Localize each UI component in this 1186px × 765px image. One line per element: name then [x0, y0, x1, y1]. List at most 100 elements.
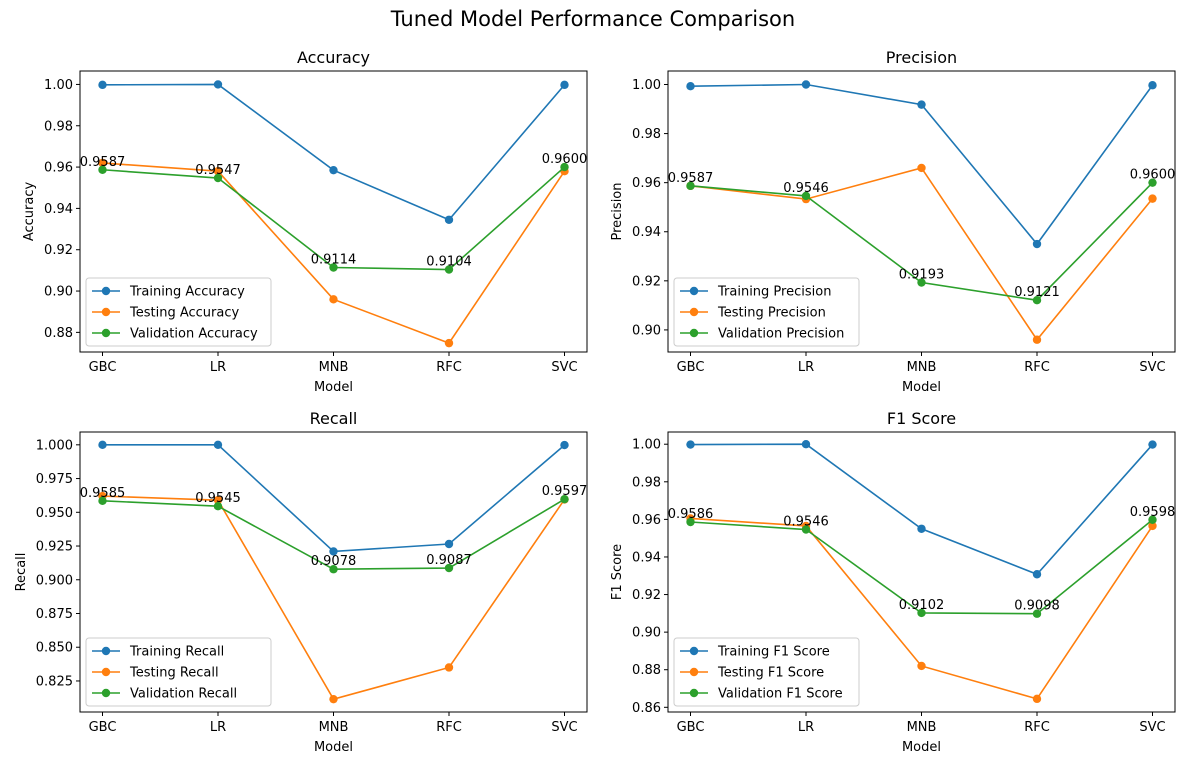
axes-frame: [667, 431, 1176, 713]
x-tick-label: RFC: [436, 720, 462, 735]
subplot-3: Recall GBC LR MNB RFC SVC 0.825 0.850 0.875 0.900…: [14, 409, 588, 755]
y-tick-label: 0.850: [36, 641, 73, 656]
data-point: [1148, 194, 1157, 203]
legend-label: Testing Accuracy: [129, 306, 239, 321]
y-tick-label: 0.975: [36, 472, 73, 487]
legend-label: Testing Recall: [129, 666, 219, 681]
axes-frame: [79, 431, 588, 713]
data-point: [329, 165, 338, 175]
data-label: 0.9121: [1014, 285, 1060, 300]
legend-label: Training Accuracy: [129, 285, 245, 300]
data-point: [98, 158, 107, 168]
data-label: 0.9600: [1130, 168, 1176, 183]
legend-marker: [101, 286, 111, 296]
y-tick-label: 0.94: [632, 550, 661, 565]
legend-box: [85, 277, 272, 347]
y-axis-label: F1 Score: [610, 544, 625, 600]
y-tick-label: 0.92: [632, 588, 661, 603]
y-tick-label: 0.92: [44, 243, 73, 258]
data-point: [560, 440, 569, 450]
legend-marker: [101, 307, 111, 317]
data-point: [1032, 694, 1042, 704]
legend-label: Validation F1 Score: [718, 687, 843, 702]
y-tick-label: 0.88: [44, 326, 73, 341]
data-label: 0.9586: [668, 507, 714, 522]
y-tick-label: 0.98: [632, 475, 661, 490]
data-point: [1148, 521, 1157, 531]
y-tick-label: 1.000: [36, 438, 73, 453]
y-tick-label: 0.96: [632, 176, 661, 191]
data-point: [560, 80, 569, 90]
data-point: [329, 694, 338, 704]
x-tick-label: GBC: [677, 360, 705, 375]
x-tick-label: LR: [210, 720, 226, 735]
data-point: [444, 539, 454, 549]
data-point: [1148, 515, 1157, 524]
subplot-title: Accuracy: [297, 48, 370, 67]
y-tick-label: 0.86: [632, 701, 661, 716]
legend-label: Testing F1 Score: [717, 666, 824, 681]
data-point: [444, 265, 454, 274]
legend-marker: [101, 646, 111, 656]
y-tick-label: 0.98: [44, 119, 73, 134]
y-tick-label: 0.825: [36, 674, 73, 689]
subplot-4: F1 Score GBC LR MNB RFC SVC 0.86 0.88 0.90 0.92 0.…: [610, 409, 1176, 755]
x-tick-label: SVC: [551, 360, 577, 375]
axes-frame: [667, 70, 1176, 353]
x-axis-label: Model: [902, 380, 941, 395]
data-point: [1148, 178, 1157, 187]
x-tick-label: LR: [210, 360, 226, 375]
subplot-1: Accuracy GBC LR MNB RFC SVC 0.88 0.90 0.92 0.94 0.…: [22, 48, 588, 395]
data-point: [98, 165, 107, 174]
legend-box: [85, 637, 272, 707]
data-label: 0.9104: [426, 255, 472, 270]
x-tick-label: MNB: [319, 720, 349, 735]
subplot-title: F1 Score: [887, 409, 956, 428]
data-point: [329, 547, 338, 556]
y-axis-label: Accuracy: [22, 182, 37, 242]
data-label: 0.9546: [783, 181, 829, 196]
data-point: [917, 100, 926, 109]
data-label: 0.9600: [542, 152, 588, 167]
x-tick-label: LR: [798, 720, 814, 735]
x-tick-label: SVC: [551, 720, 577, 735]
data-point: [1148, 81, 1157, 90]
data-label: 0.9598: [1130, 505, 1176, 520]
legend-label: Validation Recall: [130, 687, 237, 702]
y-tick-label: 0.900: [36, 573, 73, 588]
data-point: [686, 82, 695, 91]
legend-marker: [101, 688, 111, 698]
data-point: [1148, 440, 1157, 449]
x-axis-label: Model: [314, 740, 353, 755]
x-tick-label: GBC: [89, 720, 117, 735]
x-tick-label: GBC: [677, 720, 705, 735]
y-tick-label: 0.88: [632, 663, 661, 678]
data-label: 0.9545: [195, 491, 241, 506]
legend-box: [673, 277, 860, 347]
data-point: [213, 495, 223, 505]
y-tick-label: 1.00: [44, 78, 73, 93]
legend: Training Precision Testing Precision Valid…: [673, 277, 860, 347]
data-point: [801, 80, 811, 89]
x-tick-label: RFC: [1024, 720, 1050, 735]
legend-label: Training F1 Score: [717, 645, 830, 660]
legend-box: [673, 637, 860, 707]
y-tick-label: 0.98: [632, 127, 661, 142]
data-point: [917, 278, 926, 287]
data-point: [917, 661, 926, 671]
data-point: [444, 215, 454, 224]
data-point: [444, 663, 454, 672]
legend-marker: [101, 328, 111, 338]
legend-marker: [689, 646, 699, 656]
data-point: [213, 173, 223, 183]
x-tick-label: MNB: [907, 360, 937, 375]
legend-marker: [689, 307, 699, 317]
data-point: [917, 163, 926, 173]
y-tick-label: 0.90: [44, 285, 73, 300]
data-label: 0.9087: [426, 553, 472, 568]
data-point: [98, 496, 107, 506]
y-tick-label: 0.96: [632, 513, 661, 528]
subplot-title: Recall: [310, 409, 358, 428]
legend: Training F1 Score Testing F1 Score Validat…: [673, 637, 860, 707]
